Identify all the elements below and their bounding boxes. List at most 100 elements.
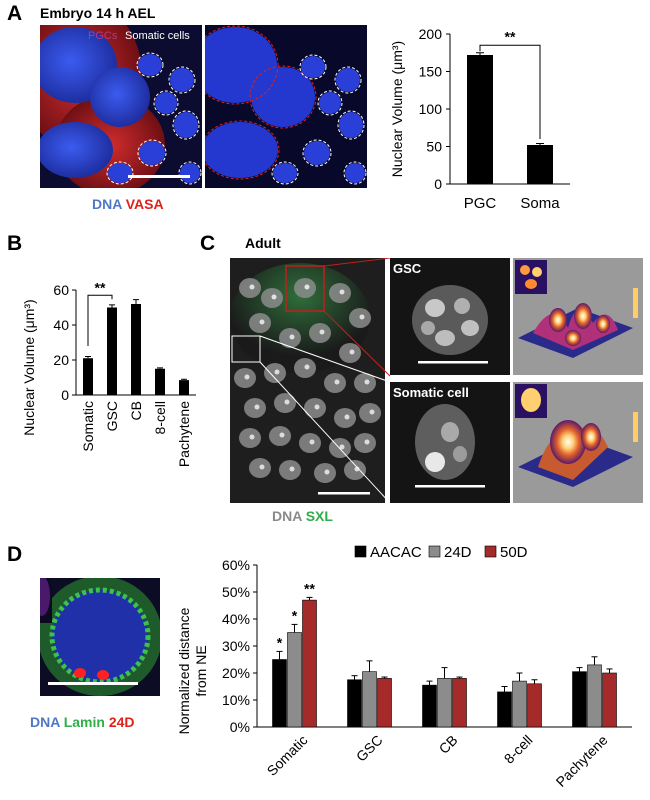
stain-24d-label: 24D [108,714,135,730]
zoom-connector-lines [259,258,391,503]
panel-letter-d: D [7,543,23,566]
panel-a-stain-caption: DNA VASA [92,196,164,212]
chromocenter-6 [319,329,325,335]
chart-d-legend-swatch-aacac [354,545,367,558]
chromocenter-13 [254,404,260,410]
chart-b-xlabel-gsc: GSC [104,401,120,431]
chart-b-bar-8-cell [155,368,165,395]
chart-d-legend-label-24d: 24D [444,544,472,561]
chart-d-bar-somatic-aacac [272,659,287,728]
chart-d-bar-pachytene-aacac [572,671,587,728]
chart-d-legend-label-aacac: AACAC [370,544,422,561]
surface-plot-somatic [513,382,643,503]
chart-a-ytick-label-1: 50 [426,139,442,155]
panel-letter-b: B [7,232,23,255]
chart-d-ytick-label-1: 10% [222,692,250,708]
chart-d-bar-cb-aacac [422,684,437,728]
chart-d-significance-0-2: ** [304,580,315,596]
chart-d-xlabel-pachytene: Pachytene [553,732,611,790]
chromocenter-1 [271,294,277,300]
chromocenter-11 [334,379,340,385]
chromocenter-16 [344,414,350,420]
chromocenter-26 [354,466,360,472]
chart-d-ylabel-line2: from NE [193,645,209,696]
chart-d-bar-8-cell-aacac [497,691,512,728]
chart-a-ytick-label-4: 200 [419,26,443,42]
chromocenter-10 [304,364,310,370]
chart-d-bar-cb-24d [437,678,452,728]
chromocenter-15 [314,404,320,410]
chart-a-significance-bracket [479,44,541,139]
chart-b-bar-somatic [83,358,93,395]
chromocenter-25 [324,469,330,475]
chart-d-bar-pachytene-50d [602,672,617,728]
chromocenter-22 [364,439,370,445]
overlay-label-somatic-cells: Somatic cells [125,30,190,42]
chromocenter-17 [369,409,375,415]
chromocenter-4 [259,319,265,325]
chart-d-bar-gsc-aacac [347,679,362,728]
chart-d-bar-somatic-50d [302,599,317,728]
chart-d-bar-gsc-24d [362,671,377,728]
chart-a-bar-soma [527,145,553,184]
chart-b-xlabel-cb: CB [128,401,144,420]
chart-d-normalized-distance: 0% 10% 20% 30% 40% 50% 60% Normalized distance f… [176,544,632,790]
stain-dna-label-c: DNA [272,508,302,524]
chart-d-xlabel-cb: CB [436,732,461,757]
chart-b-bar-cb [131,304,141,395]
chart-b-bar-pachytene [179,380,189,395]
chromocenter-9 [274,369,280,375]
chart-d-bar-gsc-50d [377,678,392,728]
chart-d-bar-somatic-24d [287,632,302,728]
chart-b-ylabel: Nuclear Volume (μm³) [21,299,37,435]
chart-b-xlabel-somatic: Somatic [80,401,96,452]
chromocenter-0 [249,284,255,290]
chromocenter-2 [339,289,345,295]
chromocenter-7 [349,349,355,355]
chart-b-significance-bracket [87,294,113,346]
micrograph-embryo-dna [205,25,367,188]
chart-d-ytick-label-5: 50% [222,584,250,600]
panel-d-stain-caption: DNA Lamin 24D [30,714,135,730]
stain-vasa-label: VASA [125,196,164,212]
chromocenter-5 [289,334,295,340]
chart-d-ytick-label-4: 40% [222,611,250,627]
chart-d-xlabel-gsc: GSC [353,732,386,765]
panel-c-stain-caption: DNA SXL [272,508,333,524]
stain-sxl-label: SXL [305,508,333,524]
chromocenter-14 [284,399,290,405]
label-gsc: GSC [393,261,422,276]
chart-d-xlabel-somatic: Somatic [264,732,311,779]
chart-d-ylabel-line1: Normalized distance [176,607,192,734]
chart-d-ytick-label-3: 30% [222,638,250,654]
chart-d-ytick-label-6: 60% [222,557,250,573]
chromocenter-27 [304,284,310,290]
chart-a-ytick-label-0: 0 [434,176,442,192]
micrograph-adult-germarium [230,258,385,503]
chart-a-xlabel-soma: Soma [520,195,560,212]
chart-b-ytick-label-3: 60 [53,282,69,298]
micrograph-somatic-zoom: Somatic cell [390,382,510,503]
chart-a-nuclear-volume: 0 50 100 150 200 Nuclear Volume (μm³) PGC Soma *… [389,26,570,212]
chart-a-ylabel: Nuclear Volume (μm³) [389,41,405,177]
chart-d-significance-0-0: * [277,634,283,650]
chart-a-ytick-label-3: 150 [419,64,443,80]
chromocenter-12 [364,379,370,385]
chart-d-xlabel-8-cell: 8-cell [501,732,536,767]
chromocenter-19 [279,432,285,438]
chart-b-nuclear-volume: 0 20 40 60 Nuclear Volume (μm³) Somatic GSC CB 8… [21,279,196,467]
chromocenter-24 [289,466,295,472]
chart-a-ytick-label-2: 100 [419,101,443,117]
chromocenter-8 [244,374,250,380]
micrograph-gsc-zoom: GSC [390,258,510,375]
panel-c-title: Adult [245,235,281,251]
panel-letter-a: A [7,2,23,25]
chart-d-significance-0-1: * [292,607,298,623]
stain-dna-label: DNA [92,196,122,212]
stain-dna-label-d: DNA [30,714,60,730]
panel-a-title: Embryo 14 h AEL [40,5,156,21]
chart-d-legend-label-50d: 50D [500,544,528,561]
micrograph-embryo-merged: PGCs Somatic cells [40,25,202,188]
chromocenter-21 [339,444,345,450]
chromocenter-18 [249,434,255,440]
